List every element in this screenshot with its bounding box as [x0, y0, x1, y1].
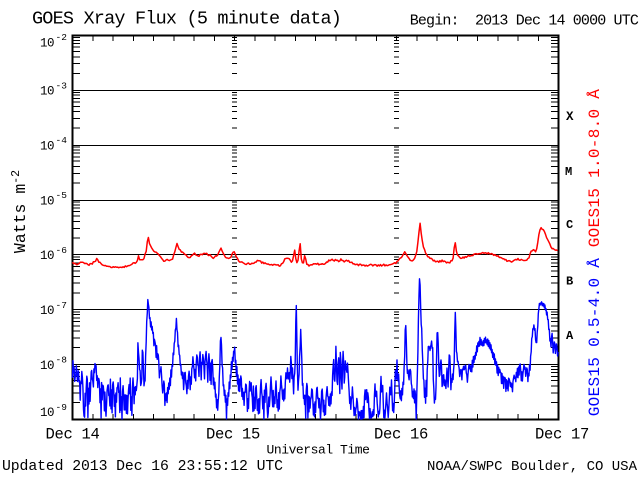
svg-text:GOES15 0.5-4.0 Å: GOES15 0.5-4.0 Å: [586, 258, 604, 417]
svg-text:GOES Xray Flux (5 minute data): GOES Xray Flux (5 minute data): [32, 9, 341, 30]
svg-text:B: B: [566, 275, 573, 289]
svg-text:-3: -3: [56, 80, 68, 91]
svg-text:10: 10: [40, 359, 54, 373]
svg-text:10: 10: [40, 194, 54, 208]
svg-text:-4: -4: [56, 135, 68, 146]
svg-text:10: 10: [40, 406, 54, 420]
svg-text:Begin: 2013 Dec 14 0000 UTC: Begin: 2013 Dec 14 0000 UTC: [410, 13, 639, 30]
svg-text:NOAA/SWPC Boulder, CO USA: NOAA/SWPC Boulder, CO USA: [427, 459, 638, 475]
svg-text:Dec 14: Dec 14: [45, 426, 99, 444]
svg-text:Dec 15: Dec 15: [206, 426, 260, 444]
svg-text:-5: -5: [56, 190, 68, 201]
svg-text:Dec 16: Dec 16: [374, 426, 428, 444]
svg-text:10: 10: [40, 85, 54, 99]
svg-text:-9: -9: [56, 402, 68, 413]
svg-text:Dec 17: Dec 17: [535, 426, 589, 444]
svg-text:-8: -8: [56, 355, 68, 366]
svg-text:A: A: [566, 329, 574, 343]
svg-text:GOES15 1.0-8.0 Å: GOES15 1.0-8.0 Å: [586, 89, 604, 248]
svg-text:10: 10: [40, 37, 54, 51]
svg-text:C: C: [566, 218, 573, 232]
svg-text:-7: -7: [56, 300, 67, 311]
svg-text:10: 10: [40, 249, 54, 263]
svg-text:M: M: [565, 165, 572, 179]
svg-text:Universal Time: Universal Time: [267, 443, 370, 458]
svg-text:10: 10: [40, 304, 54, 318]
svg-text:-2: -2: [56, 32, 68, 43]
svg-text:10: 10: [40, 139, 54, 153]
svg-text:Updated 2013 Dec 16 23:55:12 U: Updated 2013 Dec 16 23:55:12 UTC: [2, 459, 283, 475]
svg-text:-6: -6: [56, 245, 68, 256]
svg-text:Watts m-2: Watts m-2: [10, 170, 30, 253]
svg-text:X: X: [566, 110, 574, 124]
